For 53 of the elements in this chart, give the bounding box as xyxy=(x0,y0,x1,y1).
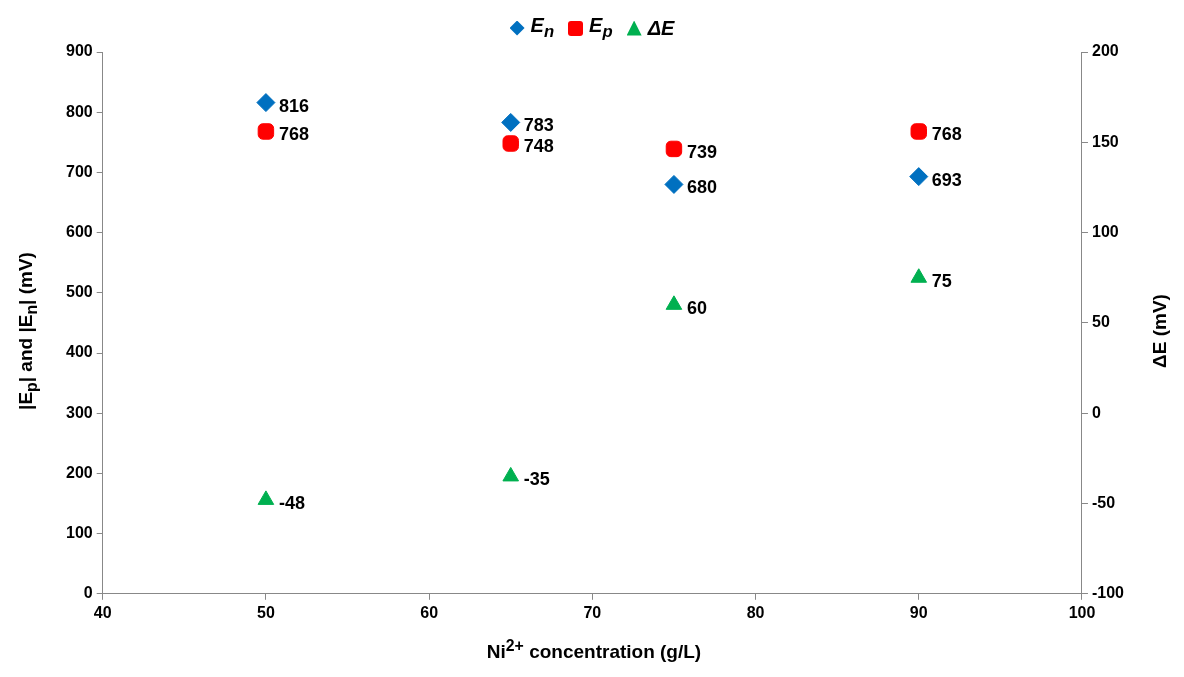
y-tick-label: 100 xyxy=(65,524,93,542)
y-tick-label: 700 xyxy=(65,162,93,180)
data-label: -35 xyxy=(523,469,550,490)
x-tick-label: 70 xyxy=(583,603,602,621)
y2-tick-label: -50 xyxy=(1091,493,1116,511)
y-tick-label: 800 xyxy=(65,102,93,120)
point xyxy=(665,140,683,158)
data-label: 693 xyxy=(931,169,962,190)
y2-tick-label: 0 xyxy=(1091,403,1101,421)
y-tick-label: 400 xyxy=(65,343,93,361)
y-tick-label: 200 xyxy=(65,463,93,481)
y2-tick-label: 200 xyxy=(1091,42,1119,60)
data-label: 768 xyxy=(278,124,309,145)
point xyxy=(502,135,519,152)
data-label: 768 xyxy=(931,124,962,145)
data-label: 60 xyxy=(686,297,707,318)
y2-tick-label: -100 xyxy=(1091,584,1125,602)
y-tick-label: 600 xyxy=(65,223,93,241)
data-label: 816 xyxy=(278,95,309,116)
point xyxy=(257,123,275,140)
point xyxy=(256,93,276,113)
x-tick-label: 100 xyxy=(1068,603,1096,621)
point xyxy=(910,268,928,283)
y2-tick-label: 100 xyxy=(1091,223,1119,241)
y2-tick-label: 150 xyxy=(1091,132,1119,150)
data-label: 739 xyxy=(686,141,717,162)
data-label: -48 xyxy=(278,492,305,513)
y-tick-label: 500 xyxy=(65,283,93,301)
point xyxy=(501,112,521,132)
legend-label: E$_{n}$ xyxy=(530,14,555,42)
x-tick-label: 90 xyxy=(909,603,928,621)
x-axis-title: Ni$^{2+}$ concentration (g/L) xyxy=(486,636,702,664)
point xyxy=(909,167,929,187)
y-tick-label: 0 xyxy=(83,584,93,602)
y-tick-label: 900 xyxy=(65,42,93,60)
data-label: 783 xyxy=(523,115,554,136)
point xyxy=(665,295,683,310)
x-tick-label: 50 xyxy=(257,603,275,621)
y2-axis-title: ΔE (mV) xyxy=(1149,294,1171,368)
point xyxy=(257,490,275,505)
y2-tick-label: 50 xyxy=(1091,313,1110,331)
data-label: 680 xyxy=(686,177,717,198)
x-tick-label: 80 xyxy=(746,603,765,621)
point xyxy=(664,174,684,194)
legend-label: E$_{p}$ xyxy=(589,14,613,42)
x-tick-label: 40 xyxy=(93,603,112,621)
point xyxy=(502,466,520,482)
x-tick-label: 60 xyxy=(420,603,439,621)
y-tick-label: 300 xyxy=(65,403,93,421)
data-label: 748 xyxy=(523,136,554,157)
point xyxy=(910,123,927,140)
legend-label: ΔE xyxy=(647,16,675,40)
data-label: 75 xyxy=(931,270,952,291)
